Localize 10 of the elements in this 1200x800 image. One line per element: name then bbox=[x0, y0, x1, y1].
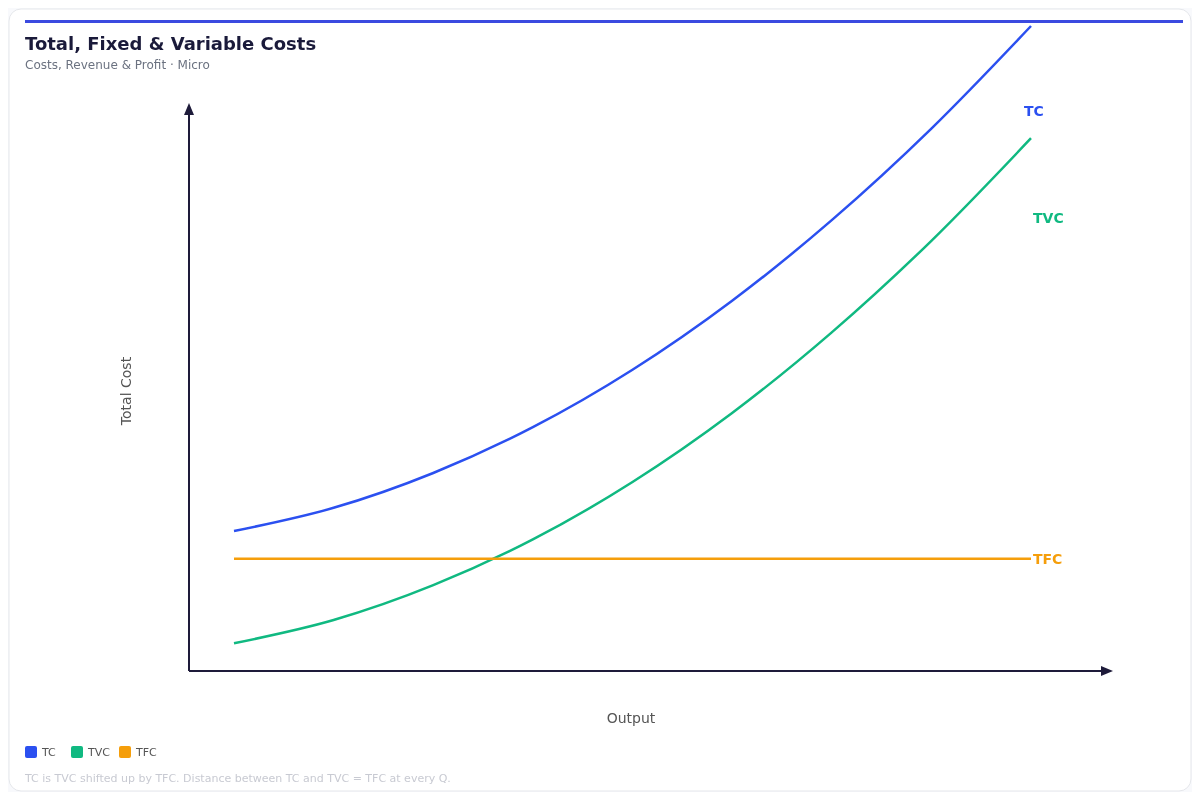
legend-label: TFC bbox=[135, 746, 158, 759]
text: Costs, Revenue & Profit · Micro bbox=[25, 58, 210, 72]
text: TFC bbox=[1033, 550, 1063, 567]
chart-title: Total, Fixed & Variable Costs bbox=[25, 33, 317, 54]
y-axis-title: Total Cost bbox=[118, 356, 134, 427]
legend-label: TVC bbox=[87, 746, 111, 759]
text: TC bbox=[1024, 103, 1044, 119]
legend-label: TC bbox=[41, 746, 57, 759]
text: TVC bbox=[1033, 210, 1064, 227]
x-axis-title: Output bbox=[606, 710, 656, 726]
